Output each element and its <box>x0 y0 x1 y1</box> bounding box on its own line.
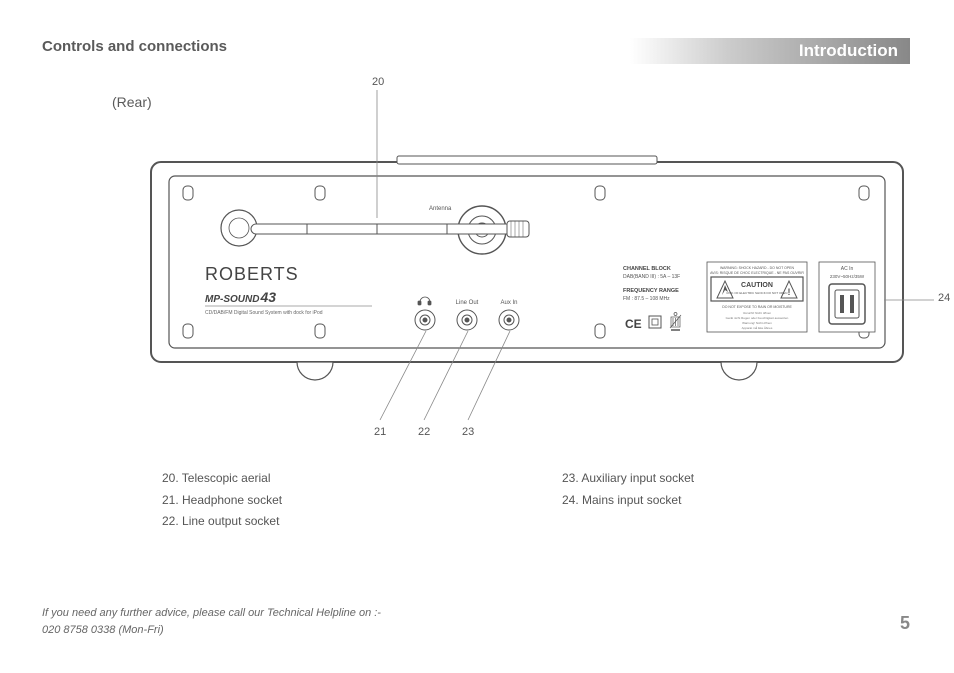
caution-label: WARNING: SHOCK HAZARD - DO NOT OPEN AVIS… <box>707 262 807 332</box>
model-sub: CD/DAB/FM Digital Sound System with dock… <box>205 310 323 316</box>
svg-text:Warnung! Nicht öffnen: Warnung! Nicht öffnen <box>742 321 772 325</box>
device-rear-diagram: Antenna ROBERTS MP-SOUND43 <box>147 150 907 380</box>
footer-help: If you need any further advice, please c… <box>42 605 381 638</box>
channel-block-title: CHANNEL BLOCK <box>623 266 671 272</box>
page-number: 5 <box>900 613 910 634</box>
svg-text:WARNING: SHOCK HAZARD - DO NOT: WARNING: SHOCK HAZARD - DO NOT OPEN <box>720 266 795 270</box>
svg-text:CAUTION: CAUTION <box>741 282 773 289</box>
svg-text:DO NOT EXPOSE TO RAIN OR MOIST: DO NOT EXPOSE TO RAIN OR MOISTURE <box>722 305 792 309</box>
freq-val: FM : 87.5 – 108 MHz <box>623 296 670 302</box>
svg-text:230V~50Hz/35W: 230V~50Hz/35W <box>830 274 865 279</box>
lineout-label: Line Out <box>456 300 479 306</box>
callout-23: 23 <box>462 426 474 438</box>
callout-24: 24 <box>938 292 950 304</box>
headphone-socket <box>415 310 435 330</box>
svg-text:CE: CE <box>625 317 642 331</box>
svg-text:!: ! <box>788 287 791 297</box>
svg-text:Gerät nicht Regen oder Feuchti: Gerät nicht Regen oder Feuchtigkeit auss… <box>726 316 789 320</box>
lineout-socket <box>457 310 477 330</box>
callout-20: 20 <box>372 76 384 88</box>
footer-line2: 020 8758 0338 (Mon-Fri) <box>42 622 381 639</box>
svg-text:RISK OF ELECTRIC SHOCK DO NOT: RISK OF ELECTRIC SHOCK DO NOT OPEN <box>727 291 788 295</box>
svg-text:AC In: AC In <box>841 266 854 272</box>
chapter-tab-label: Introduction <box>799 41 898 61</box>
auxin-label: Aux In <box>500 300 517 306</box>
legend-24: 24. Mains input socket <box>562 490 694 512</box>
legend-20: 20. Telescopic aerial <box>162 468 282 490</box>
brand-text: ROBERTS <box>205 264 299 284</box>
legend-21: 21. Headphone socket <box>162 490 282 512</box>
auxin-socket <box>499 310 519 330</box>
legend-col-2: 23. Auxiliary input socket 24. Mains inp… <box>562 468 694 511</box>
view-label: (Rear) <box>112 94 152 110</box>
callout-22: 22 <box>418 426 430 438</box>
callout-21: 21 <box>374 426 386 438</box>
freq-title: FREQUENCY RANGE <box>623 288 679 294</box>
chapter-tab: Introduction <box>630 38 910 64</box>
legend-col-1: 20. Telescopic aerial 21. Headphone sock… <box>162 468 282 533</box>
svg-text:AVIS: RISQUE DE CHOC ELECTRIQU: AVIS: RISQUE DE CHOC ELECTRIQUE - NE PAS… <box>710 271 804 275</box>
legend-23: 23. Auxiliary input socket <box>562 468 694 490</box>
svg-text:Vorsicht! Nicht öffnen: Vorsicht! Nicht öffnen <box>743 311 772 315</box>
mains-input: AC In 230V~50Hz/35W <box>819 262 875 332</box>
channel-block-val: DAB(BAND III) : 5A – 13F <box>623 274 680 280</box>
svg-text:Apparat må ikke åbnes: Apparat må ikke åbnes <box>742 326 773 330</box>
legend-22: 22. Line output socket <box>162 511 282 533</box>
antenna-label: Antenna <box>429 206 452 212</box>
footer-line1: If you need any further advice, please c… <box>42 605 381 622</box>
